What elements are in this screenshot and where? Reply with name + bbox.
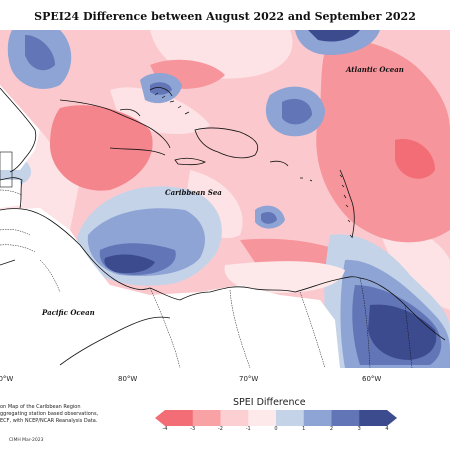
legend-cell <box>248 410 277 426</box>
legend-arrow-left <box>155 410 165 426</box>
legend-colorbar <box>155 410 397 426</box>
lon-tick-70w: 70°W <box>239 375 259 383</box>
legend-cell <box>192 410 221 426</box>
legend-tick-label: -3 <box>190 426 196 432</box>
legend-title: SPEI Difference <box>233 397 306 408</box>
lon-tick-60w: 60°W <box>362 375 382 383</box>
spei-map: Atlantic Ocean Caribbean Sea Pacific Oce… <box>0 30 450 368</box>
legend-tick-label: 0 <box>274 426 278 432</box>
legend-tick-label: 2 <box>329 426 334 432</box>
inset-frame <box>0 151 13 188</box>
legend-cell <box>220 410 249 426</box>
legend-tick-label: 4 <box>385 426 389 432</box>
lon-tick-90w: 90°W <box>0 375 14 383</box>
credit-line-3: ECF, with NCEP/NCAR Reanalysis Data. <box>0 418 98 424</box>
legend-arrow-right <box>387 410 397 426</box>
map-title: SPEI24 Difference between August 2022 an… <box>34 10 416 23</box>
legend-tick-label: -4 <box>162 426 168 432</box>
credit-line-2: ggregating station based observations, <box>0 411 99 417</box>
legend-cell <box>359 410 388 426</box>
negative-spei-zones <box>50 39 450 277</box>
legend-cell <box>303 410 332 426</box>
caribbean-sea-label: Caribbean Sea <box>165 188 222 197</box>
legend-tick-label: -1 <box>245 426 251 432</box>
legend-tick-label: -2 <box>218 426 223 432</box>
legend-cells <box>165 410 388 426</box>
spei-map-canvas <box>0 30 450 368</box>
legend-tick-label: 3 <box>357 426 361 432</box>
legend-cell <box>276 410 305 426</box>
legend-tick-label: 1 <box>302 426 306 432</box>
legend-cell <box>165 410 194 426</box>
atlantic-ocean-label: Atlantic Ocean <box>346 65 404 74</box>
unshaded-land <box>0 85 340 368</box>
credit-line-1: on Map of the Caribbean Region <box>0 404 81 410</box>
islands <box>154 92 353 238</box>
country-borders <box>0 189 413 368</box>
legend-cell <box>331 410 360 426</box>
lon-tick-80w: 80°W <box>118 375 138 383</box>
footnote: CIMH Mar-2023 <box>9 438 44 443</box>
pacific-ocean-label: Pacific Ocean <box>42 308 95 317</box>
